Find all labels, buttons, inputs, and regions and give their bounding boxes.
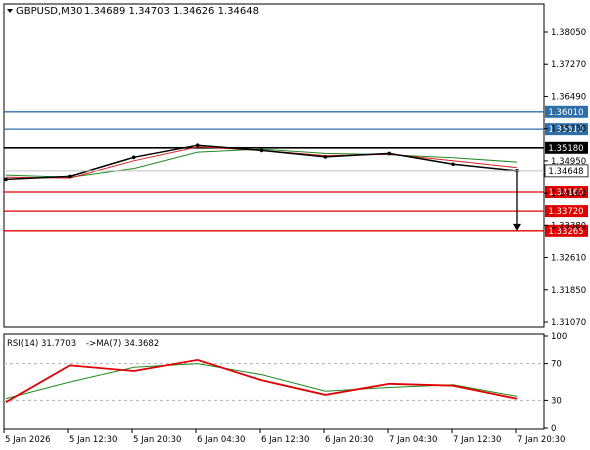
level-price-label: 1.36010 <box>548 108 583 118</box>
price-axis-label: 1.31070 <box>551 318 586 328</box>
time-axis-label: 5 Jan 20:30 <box>133 435 181 445</box>
down-arrow-icon <box>513 223 521 231</box>
rsi-axis: 100 70 30 0 <box>544 332 567 434</box>
time-axis-label: 7 Jan 12:30 <box>453 435 501 445</box>
price-axis-label: 1.38050 <box>551 28 586 38</box>
current-price-label: 1.34648 <box>548 167 583 177</box>
rsi-axis-label: 100 <box>551 332 567 342</box>
rsi-plot-area[interactable] <box>3 333 545 430</box>
price-axis-label: 1.34160 <box>551 189 586 199</box>
time-axis-label: 5 Jan 2026 <box>5 435 51 445</box>
price-axis-label: 1.35730 <box>551 125 586 135</box>
level-price-label: 1.34160 <box>548 188 583 198</box>
level-lines: 1.36010 1.35610 1.35180 1.34160 1.33720 1.332… <box>4 105 588 237</box>
collapse-triangle-icon[interactable] <box>7 9 13 13</box>
price-point <box>68 174 72 179</box>
time-axis-label: 5 Jan 12:30 <box>69 435 117 445</box>
time-axis-label: 6 Jan 04:30 <box>197 435 245 445</box>
level-price-tag <box>545 141 588 154</box>
rsi-line <box>5 358 518 403</box>
symbol-label: GBPUSD,M30 <box>16 6 83 17</box>
price-axis-label: 1.37270 <box>551 60 586 70</box>
level-price-tag <box>545 205 588 218</box>
price-point <box>259 148 264 153</box>
rsi-label: RSI(14) 31.7703 <box>7 339 76 349</box>
price-point <box>131 155 136 160</box>
price-series: 1.34648 <box>4 143 589 231</box>
price-axis: 1.38050 1.37270 1.36490 1.35730 1.34950 1.341… <box>544 28 586 328</box>
time-axis-label: 6 Jan 20:30 <box>325 435 373 445</box>
price-point <box>323 155 328 159</box>
rsi-axis-label: 0 <box>551 424 556 434</box>
price-axis-label: 1.31850 <box>551 286 586 296</box>
current-price-tag <box>544 164 589 178</box>
price-axis-label: 1.34950 <box>551 157 586 167</box>
level-price-label: 1.33720 <box>548 207 583 217</box>
time-axis-label: 7 Jan 20:30 <box>517 435 565 445</box>
price-axis-label: 1.36490 <box>551 92 586 102</box>
time-axis: 5 Jan 2026 5 Jan 12:30 5 Jan 20:30 6 Jan 04… <box>3 429 565 445</box>
time-axis-label: 7 Jan 04:30 <box>389 435 437 445</box>
rsi-axis-label: 30 <box>551 396 562 406</box>
level-price-label: 1.35610 <box>548 125 583 135</box>
price-point <box>387 151 392 156</box>
price-point <box>451 162 455 167</box>
rsi-series <box>4 358 544 403</box>
price-axis-label: 1.33380 <box>551 221 586 231</box>
level-price-tag <box>545 105 588 118</box>
price-point <box>4 177 8 182</box>
level-price-tag <box>545 224 588 237</box>
level-price-tag <box>545 186 588 199</box>
rsi-ma-label: ->MA(7) 34.3682 <box>86 339 159 349</box>
time-axis-label: 6 Jan 12:30 <box>261 435 309 445</box>
price-point <box>195 143 200 147</box>
level-price-tag <box>545 123 588 136</box>
price-axis-label: 1.32610 <box>551 254 586 264</box>
ohlc-values: 1.34689 1.34703 1.34626 1.34648 <box>84 6 259 17</box>
rsi-axis-label: 70 <box>551 360 562 370</box>
level-price-label: 1.35180 <box>548 144 583 154</box>
level-price-label: 1.33265 <box>548 227 583 237</box>
